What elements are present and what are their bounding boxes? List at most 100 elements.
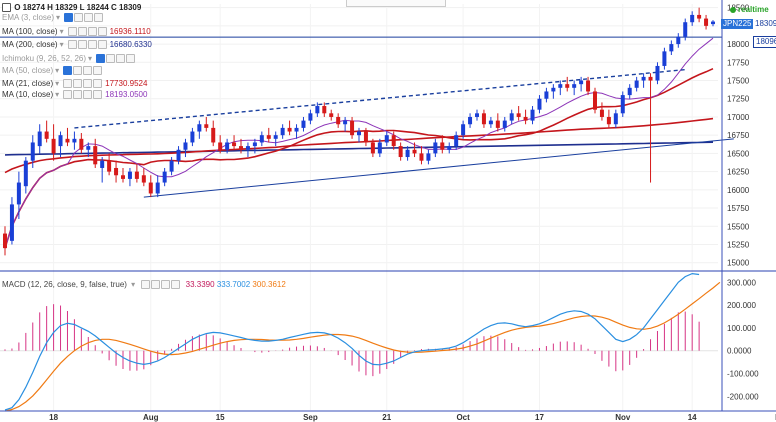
candle-body xyxy=(315,106,320,114)
indicator-row: MA (50, close) ▾ xyxy=(2,66,105,76)
candle-body xyxy=(634,80,639,88)
candle-body xyxy=(544,91,549,99)
indicator-controls[interactable] xyxy=(63,90,103,100)
chevron-down-icon[interactable]: ▾ xyxy=(59,40,64,50)
candle-body xyxy=(280,127,285,136)
settings-icon[interactable] xyxy=(64,13,74,23)
candlestick-series xyxy=(3,7,715,256)
candle-body xyxy=(86,146,91,150)
indicator-value: 17730.9524 xyxy=(105,79,148,89)
collapse-icon[interactable] xyxy=(2,3,11,13)
toolbar-tab[interactable] xyxy=(346,0,446,7)
close-icon[interactable] xyxy=(97,40,107,50)
candle-body xyxy=(16,182,21,205)
settings-icon[interactable] xyxy=(67,40,77,50)
candle-body xyxy=(93,146,98,165)
candle-body xyxy=(599,109,604,117)
add-icon[interactable] xyxy=(87,40,97,50)
candle-body xyxy=(197,124,202,132)
close-icon[interactable] xyxy=(93,90,103,100)
add-icon[interactable] xyxy=(116,54,126,64)
candle-body xyxy=(259,135,264,143)
candle-body xyxy=(65,138,70,143)
candle-body xyxy=(287,127,292,132)
settings-icon[interactable] xyxy=(63,79,73,89)
indicator-value: 16936.1110 xyxy=(109,27,151,37)
candle-body xyxy=(72,138,77,143)
settings-icon[interactable] xyxy=(63,66,73,76)
settings-icon[interactable] xyxy=(63,90,73,100)
visibility-icon[interactable] xyxy=(73,79,83,89)
macd-controls[interactable] xyxy=(141,280,181,290)
candle-body xyxy=(204,124,209,128)
candle-body xyxy=(51,138,56,154)
close-icon[interactable] xyxy=(171,280,181,290)
chevron-down-icon[interactable]: ▾ xyxy=(131,280,136,290)
candle-body xyxy=(218,142,223,150)
add-icon[interactable] xyxy=(84,13,94,23)
candle-body xyxy=(377,142,382,154)
last-price-tag: 18309 xyxy=(753,19,776,29)
close-icon[interactable] xyxy=(126,54,136,64)
time-tick-label: 18 xyxy=(49,413,58,422)
macd-value-signal: 300.3612 xyxy=(252,280,286,290)
close-icon[interactable] xyxy=(97,27,107,37)
add-icon[interactable] xyxy=(87,27,97,37)
add-icon[interactable] xyxy=(83,79,93,89)
candle-body xyxy=(23,160,28,187)
candle-body xyxy=(558,84,563,88)
settings-icon[interactable] xyxy=(67,27,77,37)
indicator-controls[interactable] xyxy=(67,27,108,37)
indicator-controls[interactable] xyxy=(64,13,104,23)
visibility-icon[interactable] xyxy=(73,90,83,100)
visibility-icon[interactable] xyxy=(77,40,87,50)
visibility-icon[interactable] xyxy=(77,27,87,37)
indicator-value: 18193.0500 xyxy=(105,90,148,100)
candle-body xyxy=(336,116,341,125)
settings-icon[interactable] xyxy=(141,280,151,290)
candle-body xyxy=(30,142,35,161)
chevron-down-icon[interactable]: ▾ xyxy=(56,13,61,23)
candle-body xyxy=(79,138,84,150)
indicator-controls[interactable] xyxy=(63,66,103,76)
close-icon[interactable] xyxy=(94,13,104,23)
indicator-controls[interactable] xyxy=(63,79,103,89)
macd-line xyxy=(4,272,700,411)
visibility-icon[interactable] xyxy=(73,66,83,76)
price-tick-label: 18000 xyxy=(727,40,750,49)
indicator-row: MA (200, close) ▾ 16680.6330 xyxy=(2,40,152,50)
macd-value-hist: 33.3390 xyxy=(185,280,215,290)
visibility-icon[interactable] xyxy=(106,54,116,64)
candle-body xyxy=(468,116,473,125)
close-icon[interactable] xyxy=(93,66,103,76)
candle-body xyxy=(384,135,389,143)
candle-body xyxy=(134,171,139,179)
close-icon[interactable] xyxy=(93,79,103,89)
visibility-icon[interactable] xyxy=(151,280,161,290)
symbol-tag: JPN225 xyxy=(721,19,754,29)
chevron-down-icon[interactable]: ▾ xyxy=(55,79,60,89)
chevron-down-icon[interactable]: ▾ xyxy=(55,90,60,100)
indicator-label: MA (100, close) xyxy=(2,27,58,37)
candle-body xyxy=(593,91,597,110)
ohlc-legend: O 18274 H 18329 L 18244 C 18309 xyxy=(2,3,141,13)
chevron-down-icon[interactable]: ▾ xyxy=(59,27,64,37)
add-icon[interactable] xyxy=(83,90,93,100)
price-tick-label: 16750 xyxy=(727,131,750,140)
indicator-lines xyxy=(0,36,734,249)
visibility-icon[interactable] xyxy=(74,13,84,23)
candle-body xyxy=(100,160,105,168)
dashed-trendline xyxy=(74,68,686,129)
price-tick-label: 18500 xyxy=(727,4,750,13)
candle-body xyxy=(516,113,521,117)
chevron-down-icon[interactable]: ▾ xyxy=(88,54,93,64)
indicator-controls[interactable] xyxy=(67,40,108,50)
indicator-controls[interactable] xyxy=(96,54,136,64)
settings-icon[interactable] xyxy=(96,54,106,64)
price-tick-label: 16000 xyxy=(727,186,750,195)
candle-body xyxy=(273,135,278,139)
add-icon[interactable] xyxy=(161,280,171,290)
candle-body xyxy=(114,167,119,176)
chevron-down-icon[interactable]: ▾ xyxy=(55,66,60,76)
add-icon[interactable] xyxy=(83,66,93,76)
